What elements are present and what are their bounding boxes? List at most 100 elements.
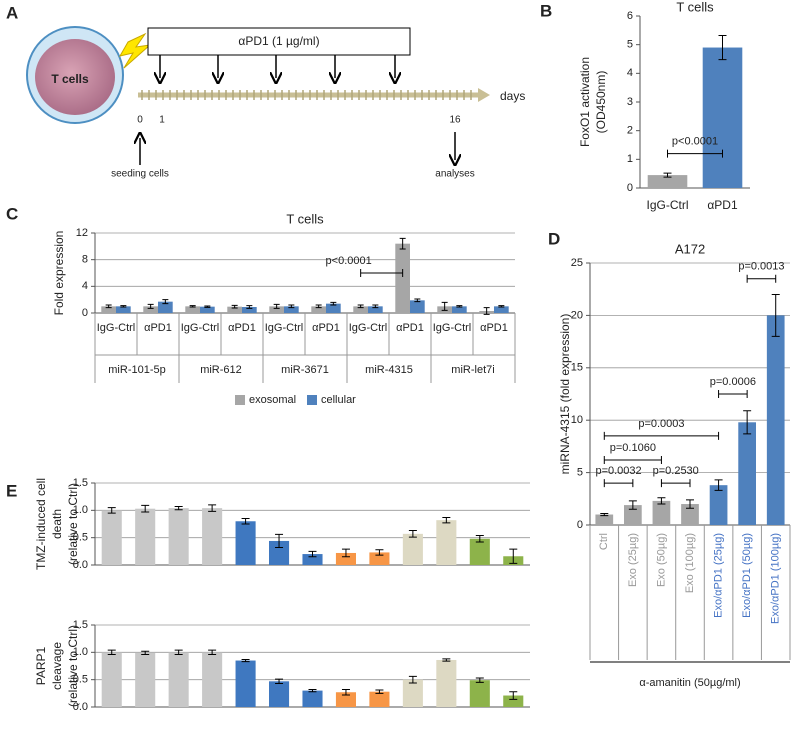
- y-tick-label: 2: [627, 125, 633, 137]
- y-tick-label: 0.0: [73, 559, 88, 571]
- x-tick-label: IgG-Ctrl: [647, 198, 689, 212]
- bar: [185, 306, 200, 313]
- x-tick-label: Exo/αPD1 (25µg): [712, 533, 724, 618]
- y-tick-label: 20: [571, 309, 583, 321]
- x-tick-label: αPD1: [144, 322, 172, 334]
- error-bar: [275, 678, 284, 684]
- cell-label: T cells: [51, 72, 89, 86]
- annotation: p=0.2530: [653, 465, 699, 477]
- error-bar: [442, 516, 451, 524]
- error-bar: [399, 237, 406, 250]
- group-label: miR-3671: [281, 364, 329, 376]
- annotation: p=0.0003: [638, 418, 684, 430]
- error-bar: [174, 649, 183, 656]
- y-tick-label: 6: [627, 10, 633, 22]
- panel-label: E: [6, 481, 17, 500]
- dose-arrows: [160, 55, 395, 78]
- y-tick-label: 10: [571, 414, 583, 426]
- x-tick-label: αPD1: [312, 322, 340, 334]
- x-tick-label: Exo/αPD1 (50µg): [741, 533, 753, 618]
- y-axis-label: TMZ-induced cell: [34, 478, 48, 570]
- y-tick-label: 1.0: [73, 504, 88, 516]
- bar: [227, 306, 242, 313]
- y-axis-label: (relative to Ctrl): [66, 625, 80, 707]
- error-bar: [308, 550, 317, 558]
- timeline-tick: 0: [137, 115, 143, 126]
- annotation: p=0.0006: [710, 376, 756, 388]
- bar: [135, 508, 156, 565]
- error-bar: [441, 301, 448, 311]
- significance-bracket: [746, 274, 777, 283]
- x-tick-label: Exo (50µg): [655, 533, 667, 587]
- y-tick-label: 3: [627, 96, 633, 108]
- bar: [202, 652, 223, 707]
- error-bar: [308, 689, 317, 693]
- y-axis-label: death: [50, 509, 64, 539]
- group-label: miR-4315: [365, 364, 413, 376]
- bar: [652, 500, 671, 525]
- y-tick-label: 1.5: [73, 619, 88, 631]
- bar: [369, 691, 390, 707]
- bar: [269, 540, 290, 565]
- error-bar: [241, 518, 250, 525]
- significance-bracket: [360, 269, 404, 277]
- error-bar: [408, 530, 417, 538]
- bar: [200, 306, 215, 313]
- error-bar: [657, 497, 666, 505]
- bar: [302, 554, 323, 565]
- y-tick-label: 0: [82, 307, 88, 319]
- bar: [353, 306, 368, 313]
- error-bar: [475, 534, 484, 543]
- error-bar: [475, 677, 484, 683]
- error-bar: [208, 649, 217, 656]
- y-tick-label: 12: [76, 227, 88, 239]
- legend-swatch: [307, 395, 317, 405]
- bar: [647, 175, 688, 188]
- error-bar: [743, 410, 752, 435]
- bar: [235, 660, 256, 707]
- x-tick-label: Ctrl: [598, 533, 610, 550]
- error-bar: [718, 34, 727, 61]
- bar: [116, 306, 131, 313]
- error-bar: [375, 549, 384, 556]
- annotation: p<0.0001: [672, 136, 718, 148]
- x-axis-label: α-amanitin (50µg/ml): [639, 677, 740, 689]
- error-bar: [241, 658, 250, 663]
- bar: [335, 552, 356, 565]
- bar: [436, 659, 457, 707]
- bar: [302, 690, 323, 707]
- y-tick-label: 1: [627, 153, 633, 165]
- error-bar: [231, 304, 238, 309]
- error-bar: [375, 689, 384, 694]
- x-tick-label: αPD1: [228, 322, 256, 334]
- error-bar: [771, 293, 780, 337]
- x-tick-label: IgG-Ctrl: [432, 322, 472, 334]
- panel-label: C: [6, 204, 18, 223]
- error-bar: [189, 305, 196, 308]
- error-bar: [341, 689, 350, 696]
- chart-title: A172: [675, 241, 705, 256]
- legend-label: exosomal: [249, 394, 296, 406]
- error-bar: [600, 512, 609, 517]
- bar: [135, 652, 156, 707]
- y-axis-label: (relative to Ctrl): [66, 483, 80, 565]
- error-bar: [372, 304, 379, 309]
- bar: [369, 552, 390, 565]
- error-bar: [107, 649, 116, 656]
- significance-bracket: [718, 390, 748, 398]
- lightning: [118, 32, 152, 69]
- bar: [101, 510, 122, 565]
- x-tick-label: αPD1: [396, 322, 424, 334]
- y-tick-label: 1.5: [73, 477, 88, 489]
- y-tick-label: 4: [627, 67, 633, 79]
- bar: [168, 508, 189, 565]
- error-bar: [686, 499, 694, 509]
- cell: [35, 39, 115, 115]
- timeline-beads: [141, 90, 472, 100]
- error-bar: [628, 500, 637, 510]
- y-tick-label: 4: [82, 280, 88, 292]
- start-label: seeding cells: [111, 169, 169, 180]
- bar: [101, 306, 116, 313]
- significance-bracket: [603, 479, 634, 488]
- bar: [436, 520, 457, 565]
